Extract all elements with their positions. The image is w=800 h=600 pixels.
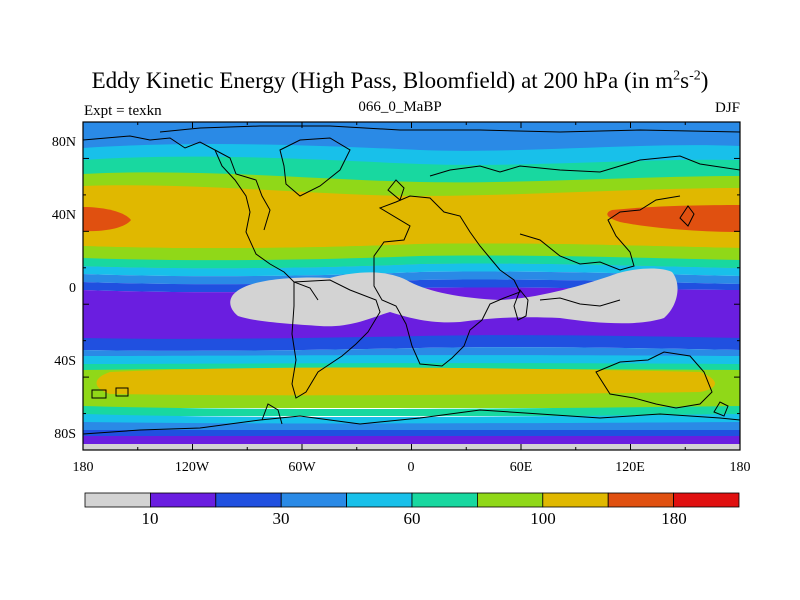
colorbar-box-4 (346, 492, 413, 508)
colorbar-label-60: 60 (404, 509, 421, 528)
colorbar-box-7 (542, 492, 609, 508)
coastline-europe-africa (373, 195, 521, 367)
lon-label-60w: 60W (288, 460, 316, 475)
experiment-label: Expt = texkn (84, 103, 162, 119)
contour-band-teal-north-lower (83, 255, 740, 269)
colorbar-box-5 (411, 492, 478, 508)
coastline-north-america (83, 135, 319, 301)
chart-title: Eddy Kinetic Energy (High Pass, Bloomfie… (0, 68, 800, 94)
coastline-south-america (291, 279, 381, 399)
coastline-uk (387, 179, 405, 201)
title-close: ) (700, 68, 709, 93)
lon-label-120e: 120E (615, 460, 645, 475)
contour-orange-east-jet (607, 205, 740, 232)
colorbar-box-3 (280, 492, 348, 508)
lat-label-80s: 80S (54, 427, 76, 442)
colorbar-box-8 (607, 492, 675, 508)
coastline-greenland (279, 137, 351, 197)
coastline-antarctica (83, 409, 740, 435)
coastline-asia-south (519, 195, 681, 271)
coastline-indonesia (539, 297, 621, 307)
coastline-australia (595, 351, 713, 409)
lon-label-60e: 60E (510, 460, 533, 475)
title-superscript-1: 2 (673, 68, 681, 84)
coastline-arctic-islands (159, 125, 740, 133)
contour-band-blue-polar-south (83, 430, 740, 438)
latitude-labels: 80N 40N 0 40S 80S (52, 135, 76, 442)
coastline-madagascar (513, 289, 529, 321)
colorbar-box-6 (476, 492, 544, 508)
lon-label-180-west: 180 (73, 460, 94, 475)
longitude-labels: 180 120W 60W 0 60E 120E 180 (73, 460, 751, 475)
colorbar-labels: 10 30 60 100 180 (142, 509, 687, 528)
contour-band-teal-south-lower (83, 406, 740, 416)
contour-band-green-north-lower (83, 243, 740, 261)
colorbar-label-30: 30 (273, 509, 290, 528)
colorbar-box-9 (673, 492, 740, 508)
lat-label-80n: 80N (52, 135, 76, 150)
contour-band-cyan-north-lower (83, 263, 740, 277)
title-text: Eddy Kinetic Energy (High Pass, Bloomfie… (91, 68, 674, 93)
title-unit-s: s (680, 68, 690, 93)
colorbar-box-1 (149, 492, 217, 508)
colorbar-label-10: 10 (142, 509, 159, 528)
lon-label-180-east: 180 (730, 460, 751, 475)
coastline-canada-east (214, 149, 271, 231)
coastline-small-islands (91, 387, 129, 399)
coastlines (83, 125, 740, 435)
contour-gray-low-eke (230, 268, 678, 327)
contour-band-midblue-south-lower (83, 422, 740, 432)
colorbar-box-2 (215, 492, 282, 508)
subtitle: 066_0_MaBP (358, 99, 442, 115)
coastline-japan (679, 205, 695, 227)
axis-ticks (82, 121, 741, 451)
coastline-asia (429, 155, 740, 177)
season-label: DJF (714, 100, 740, 116)
colorbar-label-180: 180 (661, 509, 687, 528)
title-superscript-2: -2 (689, 68, 701, 84)
colorbar-label-100: 100 (530, 509, 556, 528)
contour-orange-west-jet (83, 207, 131, 232)
contour-band-midblue-north-lower (83, 271, 740, 285)
lat-label-40s: 40S (54, 354, 76, 369)
lon-label-120w: 120W (175, 460, 210, 475)
lat-label-0: 0 (69, 281, 76, 296)
coastline-new-zealand (713, 401, 729, 417)
contour-band-gold-south (96, 367, 715, 396)
contour-gold-south-small (150, 372, 250, 380)
filled-contours (83, 122, 740, 450)
colorbar-box-0 (84, 492, 151, 508)
contour-band-violet-polar-south (83, 436, 740, 444)
colorbar (84, 492, 740, 508)
lat-label-40n: 40N (52, 208, 76, 223)
lon-label-0: 0 (408, 460, 415, 475)
contour-band-green-south-lower (83, 394, 740, 408)
coastline-antarctica-peninsula (261, 403, 283, 425)
